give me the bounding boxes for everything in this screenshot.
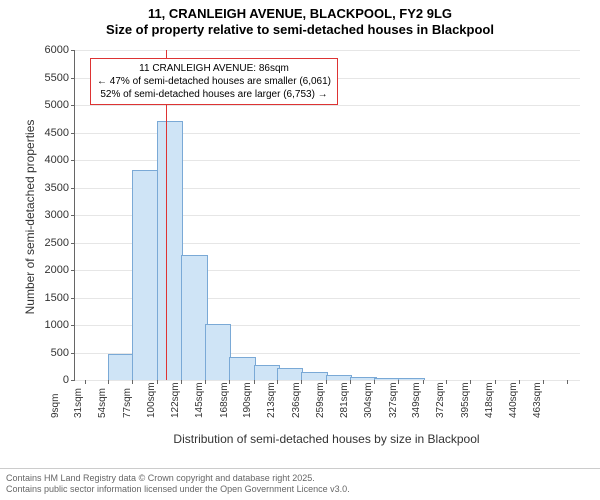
histogram-bar — [229, 357, 255, 380]
y-tick-label: 500 — [51, 347, 75, 359]
histogram-bar — [326, 375, 352, 380]
x-tick-label: 9sqm — [46, 394, 61, 418]
y-gridline — [75, 133, 580, 134]
y-tick-label: 4000 — [45, 154, 75, 166]
x-tick-mark — [423, 380, 424, 384]
y-tick-label: 2000 — [45, 264, 75, 276]
x-tick-mark — [108, 380, 109, 384]
x-tick-mark — [326, 380, 327, 384]
x-tick-label: 236sqm — [287, 382, 302, 418]
y-tick-label: 5000 — [45, 99, 75, 111]
x-tick-label: 168sqm — [215, 382, 230, 418]
y-tick-label: 3000 — [45, 209, 75, 221]
annotation-line1: 11 CRANLEIGH AVENUE: 86sqm — [97, 62, 331, 75]
y-tick-label: 1000 — [45, 319, 75, 331]
footer-line2: Contains public sector information licen… — [6, 484, 594, 496]
histogram-bar — [398, 378, 424, 380]
y-gridline — [75, 50, 580, 51]
x-tick-mark — [350, 380, 351, 384]
x-tick-mark — [181, 380, 182, 384]
x-tick-label: 259sqm — [311, 382, 326, 418]
annotation-line3: 52% of semi-detached houses are larger (… — [97, 88, 331, 101]
x-tick-label: 372sqm — [431, 382, 446, 418]
x-tick-label: 440sqm — [504, 382, 519, 418]
footer-line1: Contains HM Land Registry data © Crown c… — [6, 473, 594, 485]
plot-area: 0500100015002000250030003500400045005000… — [74, 50, 580, 381]
histogram-bar — [205, 324, 231, 380]
chart-footer: Contains HM Land Registry data © Crown c… — [0, 468, 600, 500]
x-tick-mark — [157, 380, 158, 384]
x-tick-mark — [567, 380, 568, 384]
x-tick-label: 122sqm — [166, 382, 181, 418]
y-tick-label: 2500 — [45, 237, 75, 249]
histogram-bar — [132, 170, 158, 380]
title-line2: Size of property relative to semi-detach… — [0, 22, 600, 38]
x-tick-mark — [519, 380, 520, 384]
y-axis-label: Number of semi-detached properties — [23, 87, 37, 347]
y-tick-label: 0 — [63, 374, 75, 386]
x-tick-label: 190sqm — [238, 382, 253, 418]
x-tick-label: 281sqm — [335, 382, 350, 418]
y-tick-label: 5500 — [45, 72, 75, 84]
x-tick-label: 463sqm — [528, 382, 543, 418]
x-tick-label: 31sqm — [69, 388, 84, 418]
x-tick-label: 213sqm — [262, 382, 277, 418]
x-tick-mark — [495, 380, 496, 384]
x-tick-mark — [132, 380, 133, 384]
histogram-bar — [157, 121, 183, 381]
y-tick-label: 6000 — [45, 44, 75, 56]
histogram-bar — [374, 378, 400, 380]
x-tick-mark — [254, 380, 255, 384]
annotation-line2: ← 47% of semi-detached houses are smalle… — [97, 75, 331, 88]
histogram-bar — [277, 368, 303, 380]
y-tick-label: 3500 — [45, 182, 75, 194]
x-tick-label: 327sqm — [384, 382, 399, 418]
x-axis-label: Distribution of semi-detached houses by … — [74, 432, 579, 446]
x-tick-label: 54sqm — [93, 388, 108, 418]
chart-title: 11, CRANLEIGH AVENUE, BLACKPOOL, FY2 9LG… — [0, 0, 600, 39]
x-tick-label: 395sqm — [456, 382, 471, 418]
y-tick-label: 4500 — [45, 127, 75, 139]
x-tick-label: 77sqm — [118, 388, 133, 418]
histogram-bar — [108, 354, 134, 380]
y-gridline — [75, 380, 580, 381]
x-tick-label: 100sqm — [142, 382, 157, 418]
x-tick-label: 418sqm — [480, 382, 495, 418]
y-gridline — [75, 160, 580, 161]
annotation-box: 11 CRANLEIGH AVENUE: 86sqm← 47% of semi-… — [90, 58, 338, 105]
y-tick-label: 1500 — [45, 292, 75, 304]
x-tick-label: 145sqm — [190, 382, 205, 418]
x-tick-mark — [85, 380, 86, 384]
x-tick-label: 304sqm — [359, 382, 374, 418]
chart-container: 11, CRANLEIGH AVENUE, BLACKPOOL, FY2 9LG… — [0, 0, 600, 500]
x-tick-mark — [277, 380, 278, 384]
x-tick-label: 349sqm — [407, 382, 422, 418]
x-tick-mark — [446, 380, 447, 384]
histogram-bar — [301, 372, 327, 380]
title-line1: 11, CRANLEIGH AVENUE, BLACKPOOL, FY2 9LG — [0, 6, 600, 22]
